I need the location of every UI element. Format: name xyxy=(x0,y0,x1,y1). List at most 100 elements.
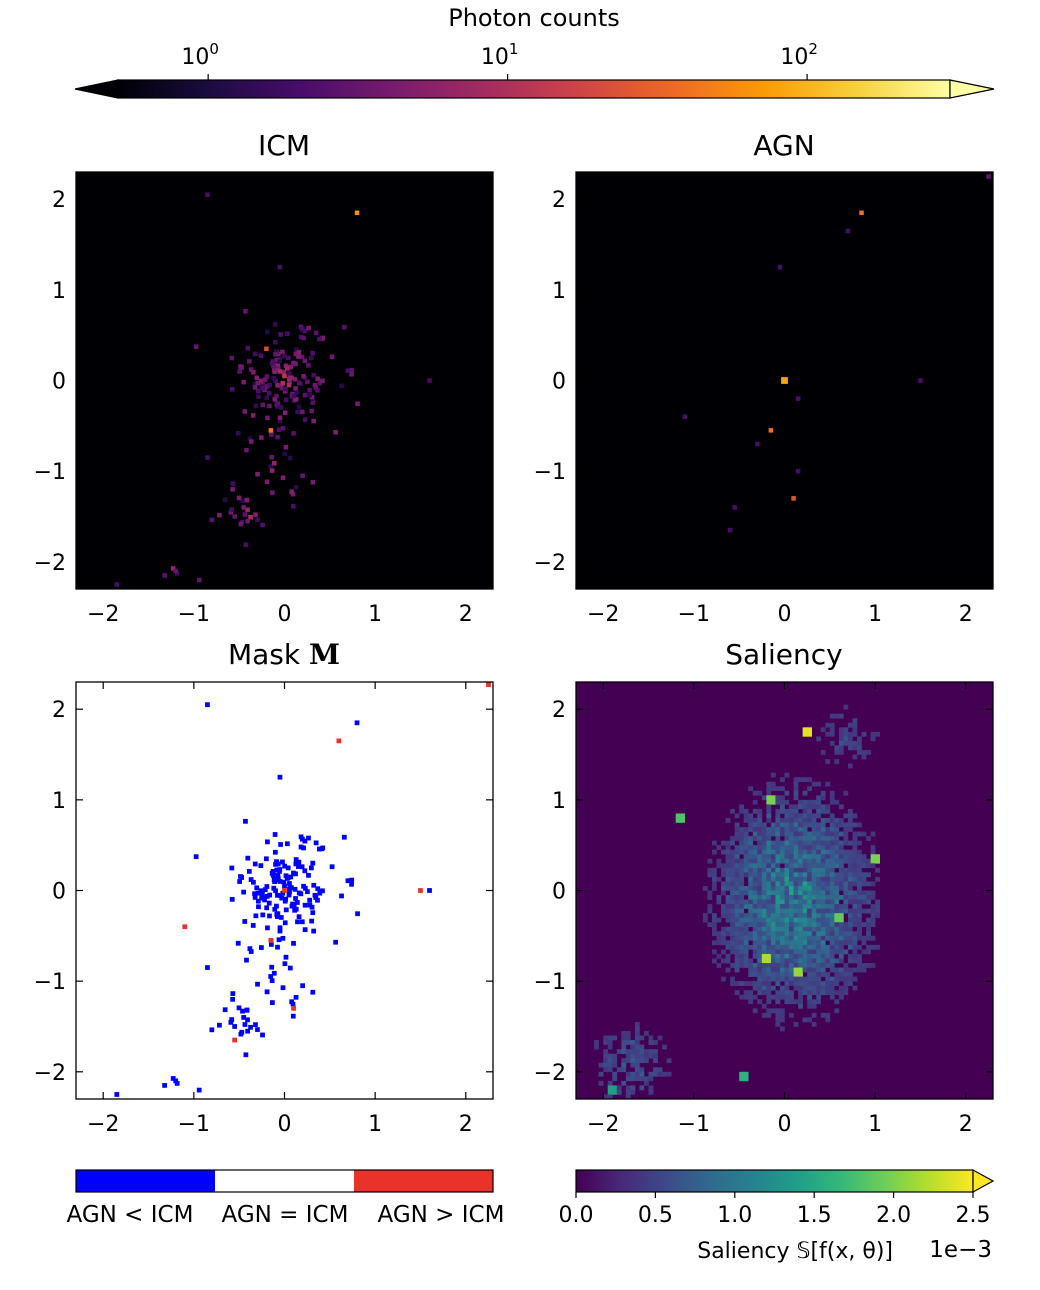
saliency-cell xyxy=(757,908,763,914)
saliency-cell xyxy=(811,899,817,905)
saliency-cell xyxy=(807,727,812,733)
icm-photon-cell xyxy=(287,371,292,376)
saliency-cell xyxy=(857,749,862,755)
saliency-cell xyxy=(653,1049,658,1054)
icm-photon-cell xyxy=(320,335,325,341)
saliency-cell xyxy=(770,994,776,1000)
saliency-cell xyxy=(811,985,817,991)
icm-photon-cell xyxy=(245,518,250,524)
saliency-cell xyxy=(761,876,767,882)
saliency-cell xyxy=(757,881,763,887)
saliency-cell xyxy=(798,813,803,819)
saliency-cell xyxy=(829,876,835,882)
saliency-cell xyxy=(766,985,772,991)
saliency-cell xyxy=(616,1089,622,1095)
saliency-cell xyxy=(847,935,853,941)
saliency-cell xyxy=(793,867,799,873)
mask-cell-agn-lt-icm xyxy=(286,892,292,898)
mask-cell-agn-lt-icm xyxy=(310,860,316,866)
saliency-cell xyxy=(820,913,826,918)
saliency-cell xyxy=(716,876,722,882)
saliency-cell xyxy=(730,899,735,905)
saliency-cell xyxy=(766,899,772,905)
saliency-cell xyxy=(834,967,840,973)
mask-cell-agn-lt-icm xyxy=(273,888,278,894)
saliency-cell xyxy=(829,872,835,878)
saliency-cell xyxy=(793,790,799,796)
icm-photon-cell xyxy=(265,415,270,421)
icm-photon-cell xyxy=(196,577,202,583)
saliency-cell xyxy=(752,881,758,887)
icm-photon-cell xyxy=(288,455,293,461)
saliency-cell xyxy=(820,795,826,801)
saliency-cell xyxy=(721,908,726,914)
saliency-cell xyxy=(802,949,808,955)
saliency-cell xyxy=(811,949,817,955)
saliency-cell xyxy=(793,845,799,851)
saliency-cell xyxy=(857,736,862,742)
saliency-cell xyxy=(820,931,826,937)
saliency-cell xyxy=(820,845,826,851)
saliency-cell xyxy=(779,799,785,805)
saliency-cell xyxy=(743,904,749,909)
saliency-cell xyxy=(847,890,853,896)
saliency-cell xyxy=(743,854,749,860)
x-tick-label: −2 xyxy=(87,1112,119,1137)
icm-bright-cell xyxy=(277,264,283,270)
saliency-cell xyxy=(761,863,767,869)
saliency-cell xyxy=(761,840,767,846)
mask-cell-agn-lt-icm xyxy=(237,879,243,884)
saliency-cell xyxy=(784,881,790,887)
saliency-cell xyxy=(711,867,717,873)
saliency-cell xyxy=(775,836,781,841)
saliency-cell xyxy=(802,890,808,896)
saliency-cell xyxy=(739,872,745,878)
saliency-cell xyxy=(843,972,849,977)
saliency-cell xyxy=(807,963,812,968)
icm-photon-cell xyxy=(241,379,246,385)
icm-photon-cell xyxy=(252,381,257,387)
saliency-cell xyxy=(766,895,772,900)
saliency-cell xyxy=(725,931,731,937)
saliency-cell xyxy=(857,863,862,869)
saliency-cell xyxy=(857,967,862,973)
mask-cell-agn-lt-icm xyxy=(313,840,319,846)
saliency-cell xyxy=(843,867,849,873)
saliency-cell xyxy=(734,926,740,932)
icm-photon-cell xyxy=(301,374,306,379)
saliency-cell xyxy=(793,849,799,855)
saliency-cell xyxy=(834,817,840,823)
saliency-cell xyxy=(843,990,849,996)
saliency-cell xyxy=(838,931,844,937)
saliency-cell xyxy=(789,817,794,823)
saliency-cell xyxy=(798,858,803,864)
saliency-cell xyxy=(834,836,840,841)
saliency-cell xyxy=(834,849,840,855)
saliency-cell xyxy=(757,949,763,955)
saliency-cell xyxy=(770,822,776,828)
saliency-cell xyxy=(811,999,817,1005)
saliency-cell xyxy=(838,908,844,914)
mask-cell-agn-lt-icm xyxy=(238,874,243,879)
saliency-cell xyxy=(875,876,880,882)
saliency-cell xyxy=(743,845,749,851)
saliency-cell xyxy=(739,922,745,928)
mask-cell-agn-lt-icm xyxy=(275,944,280,950)
saliency-cell xyxy=(770,904,776,909)
saliency-cell xyxy=(811,849,817,855)
icm-bright-cell xyxy=(300,473,305,478)
saliency-cell xyxy=(748,885,754,891)
saliency-cell xyxy=(820,917,826,923)
saliency-cell xyxy=(802,981,808,986)
saliency-cell xyxy=(861,908,867,914)
saliency-cell xyxy=(834,831,840,837)
icm-photon-cell xyxy=(248,367,254,372)
saliency-cell xyxy=(770,895,776,900)
colorbar-extend-high xyxy=(949,79,995,99)
icm-photon-cell xyxy=(310,479,316,485)
saliency-cell xyxy=(725,958,731,964)
saliency-cell xyxy=(662,1071,667,1077)
saliency-cell xyxy=(739,804,745,810)
saliency-cell xyxy=(612,1071,618,1077)
mask-cell-agn-lt-icm xyxy=(282,920,288,926)
